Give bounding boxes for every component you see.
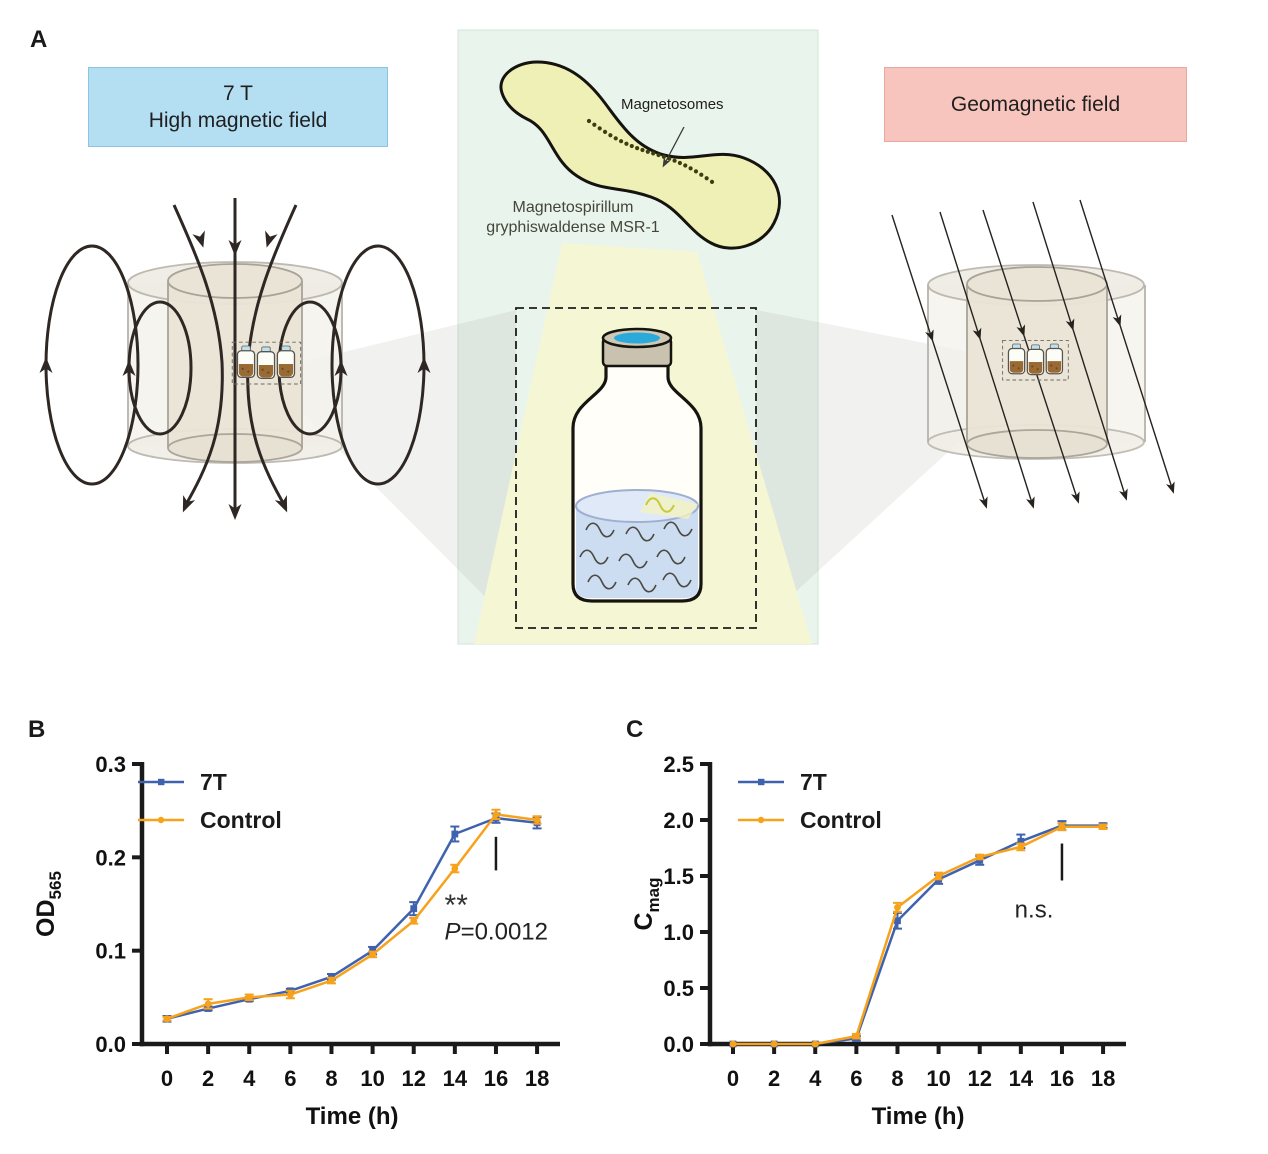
chart-B: 0.0 0.1 0.2 0.3 0 2 4 6 8 10 12 14 16 18 OD565 Time (h)… [32, 752, 560, 1130]
species-label: Magnetospirillum gryphiswaldense MSR-1 [453, 198, 693, 238]
panel-a-illustration [39, 29, 1179, 645]
x-tick-label: 0 [161, 1066, 173, 1091]
bottle-cap-septum [614, 332, 660, 344]
x-tick-label: 16 [1050, 1066, 1074, 1091]
bacteria-in-liquid [579, 497, 693, 593]
geomagnetic-diagram [891, 199, 1179, 511]
legend-label-control: Control [200, 807, 282, 833]
x-tick-label: 14 [1009, 1066, 1034, 1091]
geomagnetic-label: Geomagnetic field [950, 92, 1121, 116]
series-control [729, 822, 1108, 1048]
x-tick-label: 16 [484, 1066, 508, 1091]
species-line2: gryphiswaldense MSR-1 [486, 219, 660, 236]
y-tick-label: 2.5 [663, 752, 694, 777]
p-value-label: P=0.0012 [445, 918, 548, 945]
x-tick-label: 10 [926, 1066, 950, 1091]
magnetosome-chain [586, 118, 715, 184]
legend-label-7t: 7T [800, 769, 827, 795]
y-axis-title: Cmag [630, 877, 663, 930]
x-axis-title: Time (h) [306, 1103, 399, 1130]
x-tick-label: 4 [809, 1066, 822, 1091]
culture-bottle [571, 327, 703, 603]
series-7t [729, 820, 1108, 1048]
species-line1: Magnetospirillum [512, 199, 634, 216]
high-field-line2: High magnetic field [148, 109, 328, 132]
y-tick-label: 1.5 [663, 864, 694, 889]
x-tick-label: 0 [727, 1066, 739, 1091]
bacterium-body [499, 60, 781, 250]
y-tick-label: 0.5 [663, 976, 694, 1001]
panel-c-letter: C [626, 716, 644, 743]
x-tick-label: 14 [443, 1066, 468, 1091]
legend-label-7t: 7T [200, 769, 227, 795]
bottle-liquid [576, 506, 698, 598]
x-tick-label: 6 [850, 1066, 862, 1091]
y-tick-label: 0.0 [663, 1032, 694, 1057]
sample-vials-right [1002, 339, 1069, 381]
x-tick-label: 18 [525, 1066, 549, 1091]
x-axis-title: Time (h) [872, 1103, 965, 1130]
y-tick-label: 2.0 [663, 808, 694, 833]
series-control [162, 808, 542, 1023]
high-field-diagram [39, 198, 431, 520]
y-tick-label: 0.0 [95, 1032, 126, 1057]
magnetosomes-pointer-line [664, 126, 685, 164]
sample-vials-left [231, 341, 302, 385]
magnetosomes-label: Magnetosomes [621, 96, 724, 113]
legend-label-control: Control [800, 807, 882, 833]
x-tick-label: 2 [768, 1066, 780, 1091]
significance-annotation: **P=0.0012 [445, 836, 548, 945]
ns-label: n.s. [1015, 896, 1054, 923]
y-axis-title: OD565 [32, 871, 65, 937]
x-tick-label: 6 [284, 1066, 296, 1091]
high-field-line1: 7 T [223, 81, 253, 105]
stars-label: ** [445, 889, 469, 922]
x-tick-label: 8 [891, 1066, 903, 1091]
axes: 0.0 0.5 1.0 1.5 2.0 2.5 0 2 4 6 8 10 12 14 16 18 [663, 752, 1126, 1091]
growth-curve-chart: 0.0 0.1 0.2 0.3 0 2 4 6 8 10 12 14 16 18 OD565 Time (h)… [32, 752, 560, 1130]
legend: 7T Control [738, 769, 882, 833]
zoom-dashed-box [515, 307, 757, 629]
panel-a-letter: A [30, 26, 48, 53]
y-tick-label: 1.0 [663, 920, 694, 945]
x-tick-label: 12 [401, 1066, 425, 1091]
x-tick-label: 4 [243, 1066, 256, 1091]
x-tick-label: 12 [967, 1066, 991, 1091]
x-tick-label: 18 [1091, 1066, 1115, 1091]
significance-annotation: n.s. [1015, 843, 1064, 923]
geomagnetic-label-box: Geomagnetic field [884, 67, 1187, 142]
x-tick-label: 10 [360, 1066, 384, 1091]
y-tick-label: 0.2 [95, 845, 126, 870]
panel-b-letter: B [28, 716, 46, 743]
legend: 7T Control [138, 769, 282, 833]
axes: 0.0 0.1 0.2 0.3 0 2 4 6 8 10 12 14 16 18 [95, 752, 560, 1091]
cmag-curve-chart: 0.0 0.5 1.0 1.5 2.0 2.5 0 2 4 6 8 10 12 14 16 18 Cmag Tim… [630, 752, 1126, 1130]
high-field-label-box: 7 T High magnetic field [88, 67, 388, 147]
bacterium-illustration [499, 60, 781, 250]
chart-C: 0.0 0.5 1.0 1.5 2.0 2.5 0 2 4 6 8 10 12 14 16 18 Cmag Tim… [630, 752, 1126, 1130]
x-tick-label: 2 [202, 1066, 214, 1091]
x-tick-label: 8 [325, 1066, 337, 1091]
y-tick-label: 0.3 [95, 752, 126, 777]
y-tick-label: 0.1 [95, 939, 126, 964]
